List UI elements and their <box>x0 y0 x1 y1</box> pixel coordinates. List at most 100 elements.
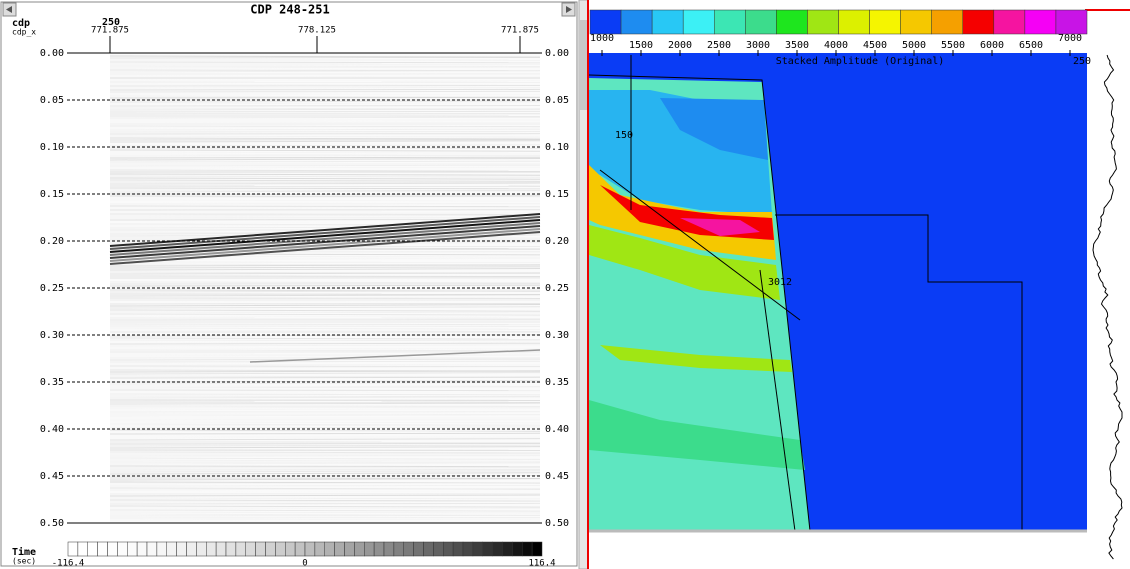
seismic-streak <box>109 169 541 172</box>
reflector <box>249 349 541 363</box>
seismic-streak <box>109 315 541 318</box>
cdp-label: cdp <box>12 18 30 29</box>
seismic-streak <box>109 193 541 196</box>
seismic-streak <box>109 96 541 99</box>
amplitude-cell <box>215 541 227 557</box>
amplitude-cell <box>433 541 444 557</box>
color-cell <box>651 9 684 35</box>
seismic-streak <box>109 436 541 439</box>
amplitude-cell <box>127 541 138 557</box>
velocity-label: 2000 <box>668 40 692 51</box>
scroll-thumb[interactable] <box>580 20 587 110</box>
seismic-streak <box>109 264 541 267</box>
seismic-streak <box>109 511 541 514</box>
amplitude-cell <box>462 541 474 557</box>
color-cell <box>962 9 995 35</box>
seismic-streak <box>109 435 541 438</box>
time-tick-label: 0.20 <box>40 236 64 247</box>
seismic-streak <box>109 110 541 113</box>
amplitude-cell <box>235 541 246 557</box>
seismic-streak <box>109 470 541 473</box>
seismic-streak <box>109 284 541 287</box>
seismic-streak <box>109 266 541 269</box>
seismic-streak <box>109 135 541 138</box>
section-outline <box>588 74 811 532</box>
seismic-streak <box>109 408 541 411</box>
seismic-streak <box>109 86 541 89</box>
seismic-streak <box>109 370 541 373</box>
upper-layer <box>660 98 768 160</box>
seismic-streak <box>109 83 541 86</box>
reflector <box>109 216 541 250</box>
seismic-streak <box>109 196 541 199</box>
seismic-streak <box>109 424 541 427</box>
time-tick-label: 0.00 <box>545 48 569 59</box>
velocity-label: 5000 <box>902 40 926 51</box>
amplitude-label: 116.4 <box>528 559 555 569</box>
seismic-streak <box>109 406 541 409</box>
amplitude-cell <box>166 541 177 557</box>
seismic-streak <box>109 482 541 485</box>
seismic-streak <box>109 128 541 131</box>
seismic-streak <box>109 309 541 312</box>
contour-label: 150 <box>615 130 633 141</box>
seismic-streak <box>109 329 541 332</box>
seismic-streak <box>109 502 541 505</box>
seismic-streak <box>109 465 541 468</box>
green-band <box>589 225 780 300</box>
amplitude-cell <box>117 541 128 557</box>
seismic-streak <box>109 151 541 154</box>
time-tick-label: 0.05 <box>40 95 64 106</box>
seismic-streak <box>109 140 541 143</box>
amplitude-cell <box>285 541 296 557</box>
amplitude-cell <box>67 541 79 557</box>
amplitude-cell <box>156 541 167 557</box>
trace-label: 250 <box>1073 56 1091 67</box>
seismic-streak <box>109 396 541 399</box>
seismic-streak <box>109 166 541 169</box>
seismic-streak <box>109 302 541 305</box>
seismic-streak <box>109 175 541 178</box>
seismic-streak <box>109 432 541 435</box>
horizon-line <box>775 214 1023 531</box>
seismic-streak <box>109 402 541 405</box>
fault-line <box>599 169 801 321</box>
velocity-section: 150 3012 Stacked Amplitude (Original) 25… <box>588 53 1091 533</box>
seismic-streak <box>109 478 541 481</box>
seismic-streak <box>109 190 541 193</box>
time-tick-label: 0.10 <box>545 142 569 153</box>
seismic-streak <box>109 379 541 382</box>
color-cell <box>807 9 839 35</box>
seismic-streak <box>109 457 541 460</box>
velocity-label: 4000 <box>824 40 848 51</box>
seismic-streak <box>109 363 541 366</box>
color-cell <box>900 9 932 35</box>
cdp-value: 250 <box>102 17 120 28</box>
seismic-streak <box>109 509 541 512</box>
amplitude-cell <box>294 541 306 557</box>
seismic-streak <box>109 472 541 475</box>
amplitude-cell <box>403 541 414 557</box>
seismic-streak <box>109 421 541 424</box>
seismic-streak <box>109 494 541 497</box>
seismic-streak <box>109 414 541 417</box>
seismic-streak <box>109 173 541 176</box>
seismic-streak <box>109 342 541 345</box>
seismic-streak <box>109 125 541 128</box>
amplitude-cell <box>275 541 286 557</box>
color-cell <box>620 9 653 35</box>
seismic-streak <box>109 382 541 385</box>
amplitude-cell <box>482 541 493 557</box>
amplitude-cell <box>225 541 237 557</box>
seismic-streak <box>109 90 541 93</box>
amplitude-cell <box>176 541 187 557</box>
seismic-streak <box>109 182 541 185</box>
reflector <box>109 231 541 265</box>
amplitude-cell <box>502 541 513 557</box>
seismic-streak <box>109 323 541 326</box>
seismic-streak <box>109 253 541 256</box>
seismic-streak <box>109 290 541 293</box>
color-cell <box>1055 9 1088 35</box>
amplitude-cell <box>472 541 483 557</box>
